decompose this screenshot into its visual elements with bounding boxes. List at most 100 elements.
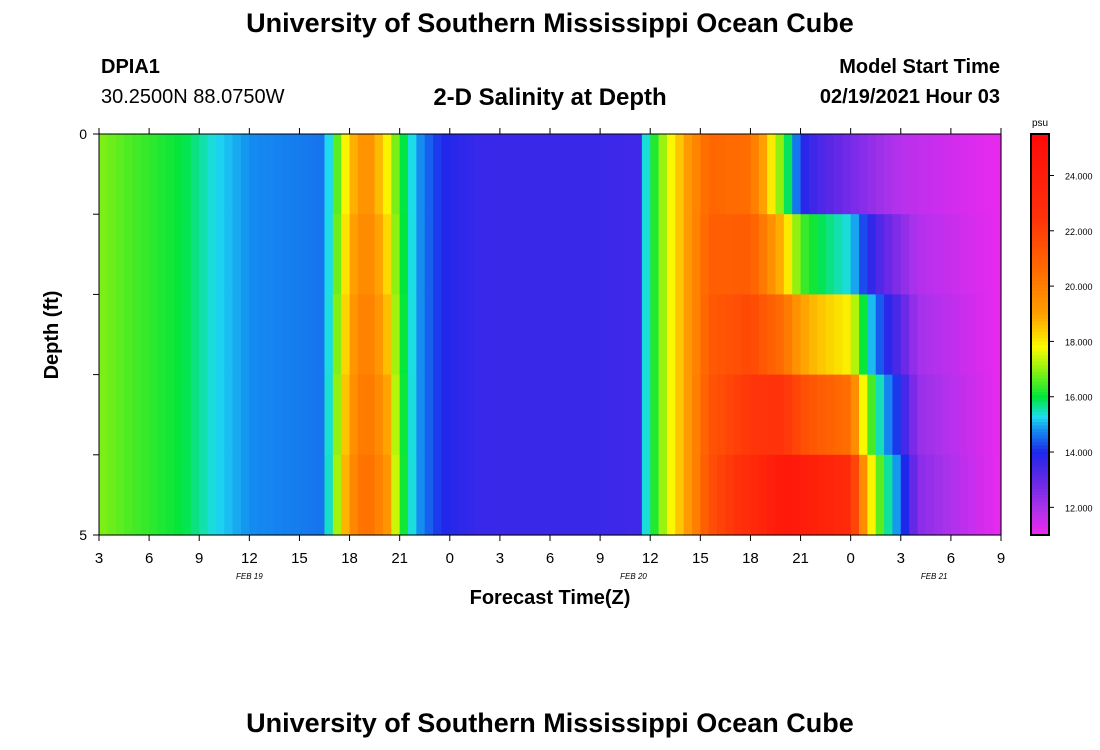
colorbar-segment [1031,471,1049,476]
colorbar-segment [1031,214,1049,219]
heatmap-cell [909,454,919,536]
heatmap-cell [408,454,417,536]
x-tick-label: 15 [291,550,308,567]
heatmap-cell [591,214,601,295]
heatmap-cell [625,134,635,215]
heatmap-cell [650,214,660,295]
model-start-value: 02/19/2021 Hour 03 [819,86,1000,108]
heatmap-cell [332,374,342,456]
heatmap-cell [499,214,509,295]
heatmap-cell [967,454,977,536]
heatmap-cell [600,454,610,536]
heatmap-cell [758,134,768,215]
heatmap-cell [307,294,317,376]
heatmap-cell [783,214,793,295]
heatmap-cell [491,294,501,376]
heatmap-cell [99,454,108,536]
heatmap-cell [433,214,443,295]
heatmap-cell [107,294,117,376]
heatmap-cell [992,294,1002,376]
heatmap-cell [366,294,376,376]
heatmap-cell [140,214,150,295]
heatmap-cell [558,294,568,376]
colorbar-segment [1031,464,1049,469]
colorbar-segment [1031,357,1049,362]
colorbar-segment [1031,377,1049,382]
heatmap-cell [950,134,960,215]
heatmap-cell [416,454,426,536]
heatmap-cell [742,134,752,215]
heatmap-cell [691,374,701,456]
colorbar-segment [1031,257,1049,262]
colorbar-segment [1031,240,1049,245]
heatmap-cell [942,374,952,456]
colorbar-tick-label: 12.000 [1065,503,1093,513]
heatmap-cell [892,454,902,536]
heatmap-cell [474,134,484,215]
heatmap-cell [917,134,927,215]
heatmap-cell [566,134,576,215]
heatmap-cell [441,294,451,376]
heatmap-cell [984,214,994,295]
heatmap-cell [424,214,434,295]
colorbar-segment [1031,341,1049,346]
heatmap-cell [767,374,777,456]
heatmap-cell [299,454,309,536]
heatmap-cell [675,294,685,376]
heatmap-cell [616,374,626,456]
heatmap-cell [859,134,868,215]
heatmap-cell [232,214,242,295]
colorbar-segment [1031,264,1049,269]
heatmap-cell [691,454,701,536]
heatmap-cell [884,214,894,295]
heatmap-cell [892,134,902,215]
heatmap-cell [199,454,209,536]
heatmap-cell [349,134,359,215]
heatmap-cell [124,374,134,456]
heatmap-cell [391,374,401,456]
colorbar-segment [1031,304,1049,309]
heatmap-cell [884,374,894,456]
heatmap-cell [934,134,944,215]
heatmap-cell [942,294,952,376]
heatmap-cell [575,134,585,215]
heatmap-cell [424,134,434,215]
heatmap-cell [149,214,159,295]
heatmap-cell [917,374,927,456]
heatmap-cell [600,294,610,376]
heatmap-cell [992,134,1002,215]
heatmap-cell [566,374,576,456]
heatmap-cell [842,294,852,376]
heatmap-cell [550,374,559,456]
heatmap-cell [875,374,885,456]
heatmap-cell [224,374,234,456]
heatmap-cell [850,374,860,456]
colorbar-segment [1031,144,1049,148]
heatmap-cell [316,374,326,456]
colorbar-segment [1031,418,1049,422]
colorbar-segment [1031,347,1049,352]
colorbar-segment [1031,474,1049,479]
heatmap-cell [366,374,376,456]
heatmap-cell [600,374,610,456]
heatmap-cell [149,294,159,376]
heatmap-cell [182,294,192,376]
heatmap-cell [566,214,576,295]
heatmap-cell [257,454,267,536]
heatmap-cell [291,374,301,456]
heatmap-cell [975,454,985,536]
heatmap-cell [508,374,518,456]
x-tick-label: 18 [341,550,358,567]
colorbar-tick-label: 16.000 [1065,393,1093,403]
colorbar-segment [1031,271,1049,275]
heatmap-cell [266,214,275,295]
heatmap-cell [808,134,818,215]
heatmap-cell [99,214,108,295]
colorbar-segment [1031,421,1049,426]
heatmap-cell [800,134,810,215]
heatmap-cell [825,454,835,536]
heatmap-cell [541,454,551,536]
colorbar-tick-label: 18.000 [1065,337,1093,347]
heatmap-cell [374,294,384,376]
